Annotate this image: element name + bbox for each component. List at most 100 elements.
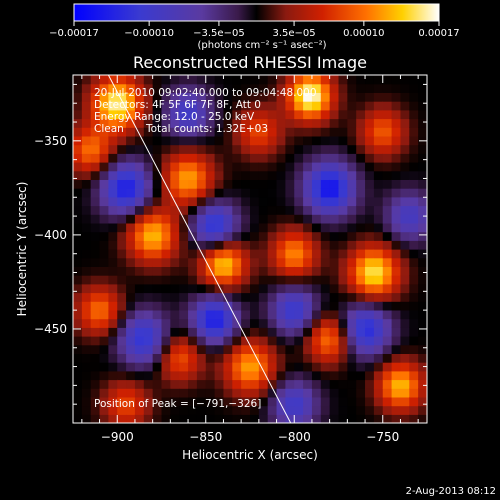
heatmap-cell	[205, 275, 216, 285]
heatmap-cell	[188, 249, 198, 259]
heatmap-cell	[223, 170, 233, 180]
heatmap-cell	[196, 188, 207, 198]
heatmap-cell	[418, 109, 427, 120]
heatmap-cell	[196, 205, 207, 215]
heatmap-cell	[196, 283, 207, 294]
heatmap-cell	[179, 162, 189, 172]
heatmap-cell	[108, 362, 118, 372]
heatmap-cell	[285, 144, 295, 154]
heatmap-cell	[338, 301, 348, 311]
heatmap-cell	[90, 370, 101, 381]
heatmap-cell	[250, 344, 260, 354]
heatmap-cell	[81, 231, 92, 241]
heatmap-cell	[90, 353, 101, 363]
heatmap-cell	[303, 188, 313, 198]
heatmap-cell	[250, 414, 260, 423]
heatmap-cell	[99, 318, 109, 328]
heatmap-cell	[223, 266, 233, 276]
heatmap-cell	[143, 170, 154, 180]
heatmap-cell	[303, 135, 313, 146]
heatmap-cell	[311, 92, 322, 102]
heatmap-cell	[170, 353, 180, 363]
heatmap-cell	[258, 101, 269, 111]
heatmap-cell	[188, 240, 198, 250]
heatmap-cell	[90, 283, 101, 294]
heatmap-cell	[152, 101, 163, 111]
heatmap-cell	[179, 92, 189, 102]
heatmap-cell	[391, 292, 402, 302]
heatmap-cell	[294, 214, 304, 224]
heatmap-cell	[214, 318, 225, 328]
heatmap-cell	[108, 101, 118, 111]
heatmap-cell	[143, 109, 154, 120]
heatmap-cell	[365, 92, 375, 102]
heatmap-cell	[365, 144, 375, 154]
heatmap-cell	[258, 222, 269, 233]
heatmap-cell	[81, 283, 92, 294]
heatmap-cell	[170, 257, 180, 267]
heatmap-cell	[382, 405, 393, 415]
heatmap-cell	[188, 388, 198, 398]
colorbar-ticks: −0.00017 −0.00010 −3.5e−05 3.5e−05 0.00010 0.…	[49, 21, 460, 39]
heatmap-cell	[356, 127, 366, 137]
heatmap-cell	[391, 231, 402, 241]
heatmap-cell	[320, 188, 331, 198]
heatmap-cell	[311, 101, 322, 111]
heatmap-cell	[356, 266, 366, 276]
heatmap-cell	[391, 388, 402, 398]
heatmap-cell	[241, 370, 251, 381]
heatmap-cell	[99, 257, 109, 267]
heatmap-cell	[320, 414, 331, 423]
heatmap-cell	[188, 109, 198, 120]
heatmap-cell	[391, 75, 402, 85]
heatmap-cell	[214, 240, 225, 250]
heatmap-cell	[365, 179, 375, 189]
heatmap-cell	[409, 396, 419, 407]
heatmap-cell	[134, 109, 145, 120]
heatmap-cell	[311, 370, 322, 381]
heatmap-cell	[329, 275, 340, 285]
heatmap-cell	[320, 135, 331, 146]
heatmap-cell	[188, 336, 198, 346]
heatmap-cell	[188, 344, 198, 354]
heatmap-cell	[223, 292, 233, 302]
heatmap-cell	[205, 92, 216, 102]
heatmap-cell	[285, 214, 295, 224]
heatmap-cell	[73, 414, 83, 423]
heatmap-cell	[134, 188, 145, 198]
heatmap-cell	[365, 170, 375, 180]
heatmap-cell	[311, 222, 322, 233]
heatmap-cell	[400, 327, 410, 337]
heatmap-cell	[285, 405, 295, 415]
heatmap-cell	[391, 353, 402, 363]
heatmap-cell	[285, 75, 295, 85]
heatmap-cell	[241, 144, 251, 154]
heatmap-cell	[276, 396, 286, 407]
heatmap-cell	[108, 188, 118, 198]
heatmap-cell	[196, 388, 207, 398]
heatmap-cell	[152, 266, 163, 276]
heatmap-cell	[152, 144, 163, 154]
annotation-detectors: Detectors: 4F 5F 6F 7F 8F, Att 0	[94, 99, 261, 111]
colorbar-tick-label: −0.00017	[49, 28, 99, 39]
heatmap-cell	[418, 283, 427, 294]
heatmap-cell	[347, 309, 357, 320]
heatmap-cell	[285, 205, 295, 215]
heatmap-cell	[347, 188, 357, 198]
heatmap-cell	[152, 118, 163, 128]
heatmap-cell	[170, 144, 180, 154]
heatmap-cell	[267, 318, 278, 328]
heatmap-cell	[241, 309, 251, 320]
heatmap-cell	[250, 275, 260, 285]
heatmap-cell	[73, 179, 83, 189]
heatmap-cell	[205, 249, 216, 259]
heatmap-cell	[276, 283, 286, 294]
heatmap-cell	[400, 283, 410, 294]
heatmap-cell	[356, 370, 366, 381]
heatmap-cell	[143, 283, 154, 294]
heatmap-cell	[196, 92, 207, 102]
heatmap-cell	[188, 362, 198, 372]
heatmap-cell	[232, 388, 242, 398]
heatmap-cell	[311, 118, 322, 128]
heatmap-cell	[285, 222, 295, 233]
